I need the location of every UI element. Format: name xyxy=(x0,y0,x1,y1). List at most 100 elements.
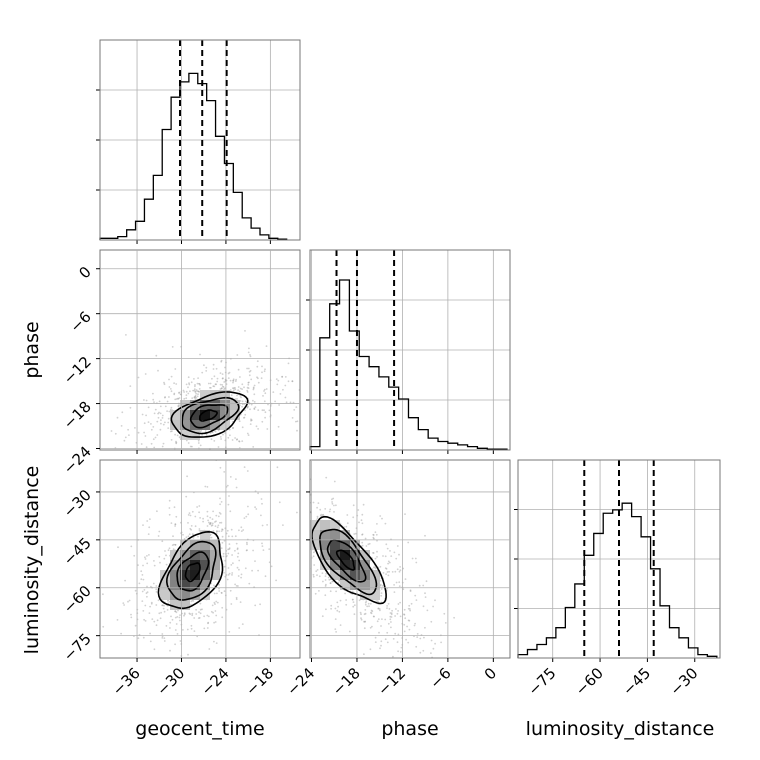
sample-point xyxy=(277,379,280,382)
sample-point xyxy=(291,545,293,547)
sample-point xyxy=(391,571,394,573)
sample-point xyxy=(405,638,407,641)
sample-point xyxy=(361,522,364,525)
sample-point xyxy=(160,611,163,614)
x-tick-label: −24 xyxy=(283,664,318,699)
sample-point xyxy=(291,535,293,537)
sample-point xyxy=(227,535,230,538)
sample-point xyxy=(334,607,337,610)
sample-point xyxy=(124,579,126,582)
sample-point xyxy=(318,590,320,592)
sample-point xyxy=(376,523,378,525)
sample-point xyxy=(214,603,216,605)
sample-point xyxy=(282,499,284,501)
sample-point xyxy=(404,513,406,515)
sample-point xyxy=(173,393,176,396)
sample-point xyxy=(183,397,186,400)
sample-point xyxy=(367,602,370,605)
sample-point xyxy=(368,542,371,545)
sample-point xyxy=(206,525,209,527)
sample-point xyxy=(213,584,215,587)
sample-point xyxy=(205,366,208,369)
sample-point xyxy=(241,426,244,429)
sample-point xyxy=(231,572,234,574)
sample-point xyxy=(150,601,153,604)
sample-point xyxy=(232,381,234,384)
sample-point xyxy=(305,530,307,532)
sample-point xyxy=(211,431,214,434)
sample-point xyxy=(297,549,299,551)
sample-point xyxy=(209,386,211,389)
sample-point xyxy=(168,396,170,398)
sample-point xyxy=(252,386,255,389)
sample-point xyxy=(281,375,284,378)
sample-point xyxy=(377,607,380,610)
sample-point xyxy=(196,395,199,398)
sample-point xyxy=(388,608,391,610)
sample-point xyxy=(168,410,171,413)
sample-point xyxy=(191,612,194,615)
sample-point xyxy=(364,621,366,623)
sample-point xyxy=(292,578,294,580)
sample-point xyxy=(246,367,249,370)
sample-point xyxy=(409,590,412,592)
sample-point xyxy=(223,471,226,473)
sample-point xyxy=(406,625,408,628)
sample-point xyxy=(150,674,152,676)
sample-point xyxy=(312,551,315,554)
sample-point xyxy=(87,475,89,477)
sample-point xyxy=(232,389,235,392)
sample-point xyxy=(292,517,294,519)
sample-point xyxy=(197,390,200,393)
sample-point xyxy=(232,379,235,382)
sample-point xyxy=(174,544,177,546)
sample-point xyxy=(247,383,250,386)
sample-point xyxy=(177,405,180,407)
sample-point xyxy=(211,518,214,520)
sample-point xyxy=(305,575,307,577)
x-tick-label: −30 xyxy=(666,664,701,699)
sample-point xyxy=(226,484,229,487)
x-tick-label: −75 xyxy=(524,664,559,699)
sample-point xyxy=(163,604,165,607)
sample-point xyxy=(296,502,298,504)
sample-point xyxy=(392,655,394,658)
density-cell xyxy=(220,420,230,430)
sample-point xyxy=(211,524,214,527)
sample-point xyxy=(150,442,153,445)
sample-point xyxy=(335,631,337,633)
sample-point xyxy=(259,603,261,606)
sample-point xyxy=(364,612,367,615)
sample-point xyxy=(125,334,127,336)
sample-point xyxy=(377,600,379,603)
sample-point xyxy=(380,594,383,597)
sample-point xyxy=(390,626,392,629)
sample-point xyxy=(144,604,147,607)
sample-point xyxy=(278,492,280,494)
sample-point xyxy=(207,615,210,618)
sample-point xyxy=(398,570,401,573)
sample-point xyxy=(161,604,164,607)
sample-point xyxy=(228,543,231,545)
sample-point xyxy=(137,637,140,640)
sample-point xyxy=(178,436,181,438)
sample-point xyxy=(209,533,212,536)
sample-point xyxy=(434,642,436,645)
sample-point xyxy=(243,517,246,519)
histogram-step xyxy=(309,279,508,450)
sample-point xyxy=(325,476,328,479)
sample-point xyxy=(404,617,407,620)
sample-point xyxy=(402,588,405,591)
sample-point xyxy=(432,647,435,650)
sample-point xyxy=(221,616,224,619)
sample-point xyxy=(261,420,264,423)
sample-point xyxy=(389,618,392,621)
sample-point xyxy=(175,623,178,625)
sample-point xyxy=(386,571,389,573)
density-cell xyxy=(180,540,190,550)
sample-point xyxy=(324,594,327,597)
sample-point xyxy=(263,390,265,392)
y-tick-label: 0 xyxy=(75,263,94,282)
sample-point xyxy=(264,575,267,578)
sample-point xyxy=(242,453,244,455)
